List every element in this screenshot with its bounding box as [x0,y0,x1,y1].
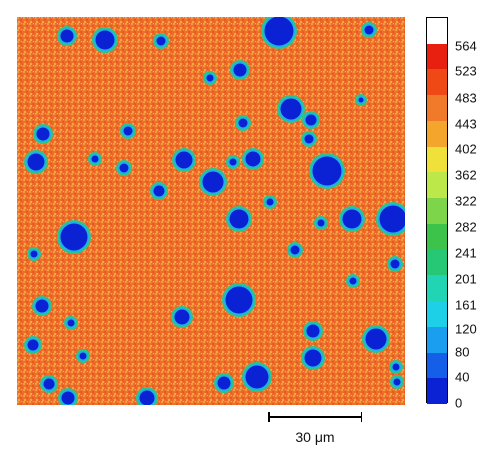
colorbar-segment [427,198,447,225]
colorbar-segment [427,275,447,302]
colorbar-tick-label: 483 [455,90,477,106]
particle-core [27,153,45,171]
colorbar-tick-label: 564 [455,38,477,54]
particle-core [379,205,405,233]
particle-core [342,209,362,229]
colorbar-segment [427,249,447,276]
particle-core [30,250,38,258]
colorbar-tick-label: 120 [455,321,477,337]
particle-core [280,98,302,120]
particle-core [229,209,249,229]
colorbar-tick-label: 40 [455,369,470,385]
particle-core [317,219,325,227]
particle-core [119,163,129,173]
colorbar-tick-label: 402 [455,141,477,157]
particle-core [202,171,224,193]
colorbar-segment [427,301,447,328]
particle-core [358,97,364,103]
particle-core [264,17,294,46]
colorbar-segment [427,18,447,45]
particle-core [392,363,400,371]
particle-core [266,198,274,206]
colorbar-tick-label: 161 [455,297,477,313]
colorbar-segment [427,172,447,199]
particle-core [233,63,247,77]
scale-bar-label: 30 μm [295,429,335,445]
colorbar-tick-label: 0 [455,395,463,411]
particle-core [217,376,231,390]
colorbar-tick-label: 80 [455,344,470,360]
colorbar-segment [427,69,447,96]
particle-core [393,378,401,386]
colorbar-tick-label: 523 [455,63,477,79]
particle-core [156,36,166,46]
colorbar-segment [427,43,447,70]
particle-core [229,158,237,166]
colorbar-tick-label: 443 [455,116,477,132]
particle-core [36,127,50,141]
particle-core [304,349,322,367]
particle-core [365,328,387,350]
particle-core [175,151,193,169]
particle-core [225,286,253,314]
colorbar-tick-label: 362 [455,167,477,183]
particle-core [67,319,75,327]
particle-core [306,324,320,338]
particle-core [305,114,317,126]
colorbar-segment [427,326,447,354]
colorbar [426,17,448,405]
particle-core [60,223,88,251]
particle-core [79,352,87,360]
particle-core [206,74,214,82]
particle-core [245,365,269,389]
colorbar-segment [427,95,447,122]
particle-core [174,309,190,325]
particle-core [60,29,74,43]
colorbar-segment [427,120,447,148]
colorbar-tick-label: 201 [455,271,477,287]
particle-core [27,339,39,351]
colorbar-tick-label: 241 [455,245,477,261]
particle-core [290,245,300,255]
colorbar-tick-label: 322 [455,193,477,209]
particle-core [364,25,374,35]
particle-core [139,390,155,405]
particle-core [35,299,49,313]
colorbar-segment [427,223,447,251]
colorbar-segment [427,352,447,379]
intensity-map [17,17,405,405]
particle-core [61,391,75,405]
particles [24,17,405,405]
particle-core [390,259,400,269]
colorbar-tick-label: 282 [455,219,477,235]
scale-bar [268,412,362,422]
particle-core [123,126,133,136]
particle-core [245,151,261,167]
colorbar-segment [427,146,447,173]
particle-core [304,134,314,144]
particle-core [43,378,55,390]
particle-core [312,156,342,186]
particle-core [153,185,165,197]
particle-core [238,118,248,128]
particle-core [95,30,115,50]
particle-core [91,155,99,163]
particle-core [349,277,357,285]
colorbar-segment [427,378,447,405]
